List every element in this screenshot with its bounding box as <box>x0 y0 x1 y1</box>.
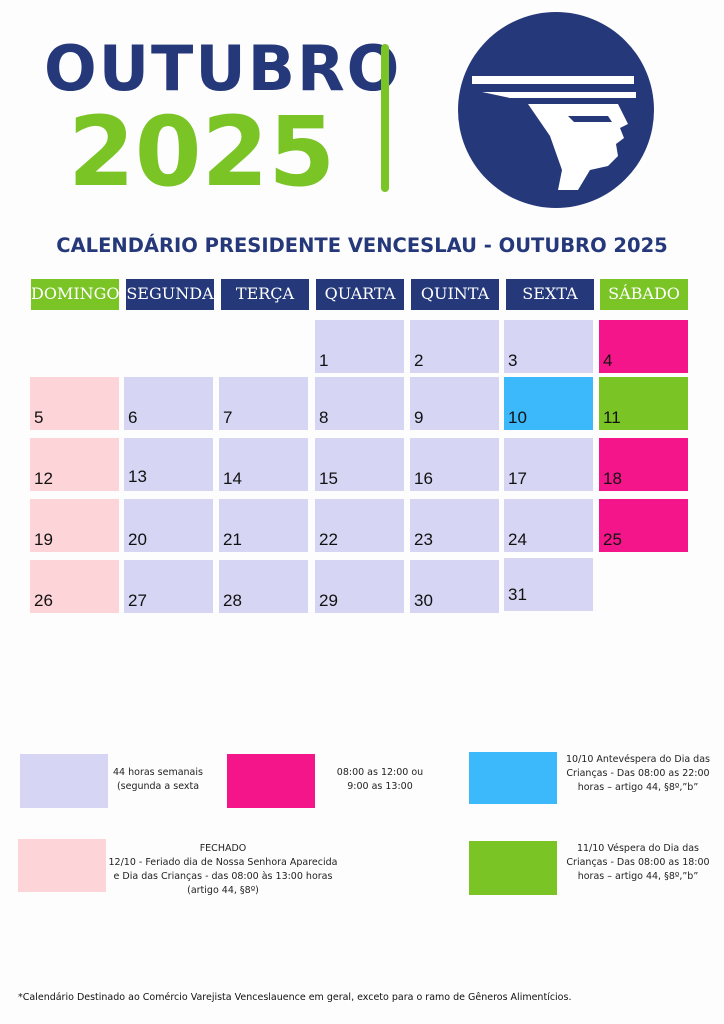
day-cell: 23 <box>410 499 499 552</box>
day-number: 20 <box>128 530 147 549</box>
day-header-terca: TERÇA <box>221 279 309 310</box>
legend-text-horario: 08:00 as 12:00 ou 9:00 as 13:00 <box>336 767 424 792</box>
calendar-subtitle: CALENDÁRIO PRESIDENTE VENCESLAU - OUTUBR… <box>56 234 668 257</box>
day-cell: 7 <box>219 377 308 430</box>
year-title: 2025 <box>68 96 336 208</box>
day-cell: 12 <box>30 438 119 491</box>
day-cell: 1 <box>315 320 404 373</box>
day-number: 17 <box>508 469 527 488</box>
day-cell: 24 <box>504 499 593 552</box>
day-cell: 16 <box>410 438 499 491</box>
day-number: 24 <box>508 530 527 549</box>
day-number: 4 <box>603 351 613 370</box>
day-cell: 18 <box>599 438 688 491</box>
day-number: 11 <box>603 408 621 427</box>
day-cell: 22 <box>315 499 404 552</box>
day-number: 23 <box>414 530 433 549</box>
day-cell: 31 <box>504 558 593 611</box>
day-number: 26 <box>34 591 53 610</box>
day-number: 30 <box>414 591 433 610</box>
day-number: 25 <box>603 530 622 549</box>
day-cell: 13 <box>124 438 213 491</box>
day-cell: 4 <box>599 320 688 373</box>
legend-swatch-green <box>469 841 557 895</box>
day-number: 6 <box>128 408 138 427</box>
day-cell: 2 <box>410 320 499 373</box>
footer-note: *Calendário Destinado ao Comércio Vareji… <box>18 992 572 1003</box>
day-number: 12 <box>34 469 53 488</box>
day-number: 19 <box>34 530 53 549</box>
day-header-domingo: DOMINGO <box>31 279 120 310</box>
day-number: 2 <box>414 351 424 370</box>
day-number: 15 <box>319 469 338 488</box>
legend-text-antevespera: 10/10 Antevéspera do Dia das Crianças - … <box>566 754 710 793</box>
day-cell: 29 <box>315 560 404 613</box>
day-cell: 10 <box>504 377 593 430</box>
day-number: 8 <box>319 408 329 427</box>
day-number: 1 <box>319 351 329 370</box>
day-cell: 28 <box>219 560 308 613</box>
divider <box>381 44 389 192</box>
day-number: 14 <box>223 469 242 488</box>
legend-swatch-lavender <box>20 754 108 808</box>
day-number: 7 <box>223 408 233 427</box>
day-number: 3 <box>508 351 518 370</box>
legend-swatch-blue <box>469 752 557 804</box>
day-number: 5 <box>34 408 44 427</box>
day-cell: 19 <box>30 499 119 552</box>
legend-text-vespera: 11/10 Véspera do Dia das Crianças - Das … <box>566 843 710 882</box>
day-header-quinta: QUINTA <box>411 279 499 310</box>
head-profile-logo-icon <box>458 12 654 208</box>
day-cell: 25 <box>599 499 688 552</box>
day-cell: 9 <box>410 377 499 430</box>
day-number: 27 <box>128 591 147 610</box>
day-cell: 6 <box>124 377 213 430</box>
day-cell: 11 <box>599 377 688 430</box>
day-cell: 27 <box>124 560 213 613</box>
legend-text-44-horas: 44 horas semanais (segunda a sexta <box>113 767 203 792</box>
day-cell: 21 <box>219 499 308 552</box>
day-number: 29 <box>319 591 338 610</box>
day-number: 18 <box>603 469 622 488</box>
day-header-quarta: QUARTA <box>316 279 404 310</box>
day-cell: 3 <box>504 320 593 373</box>
day-cell: 15 <box>315 438 404 491</box>
day-cell: 26 <box>30 560 119 613</box>
day-cell: 17 <box>504 438 593 491</box>
day-cell: 30 <box>410 560 499 613</box>
day-header-sexta: SEXTA <box>506 279 594 310</box>
day-number: 13 <box>128 467 147 486</box>
month-title: OUTUBRO <box>44 32 402 105</box>
day-number: 16 <box>414 469 433 488</box>
day-cell: 20 <box>124 499 213 552</box>
day-cell: 5 <box>30 377 119 430</box>
day-number: 9 <box>414 408 424 427</box>
day-number: 28 <box>223 591 242 610</box>
legend-swatch-lightpink <box>18 839 106 892</box>
day-number: 31 <box>508 585 527 604</box>
day-cell: 14 <box>219 438 308 491</box>
legend-text-fechado: FECHADO 12/10 - Feriado dia de Nossa Sen… <box>108 843 338 896</box>
day-cell: 8 <box>315 377 404 430</box>
day-number: 10 <box>508 408 527 427</box>
day-number: 22 <box>319 530 338 549</box>
day-header-segunda: SEGUNDA <box>126 279 214 310</box>
day-header-sabado: SÁBADO <box>600 279 688 310</box>
legend-swatch-pink <box>227 754 315 808</box>
day-number: 21 <box>223 530 242 549</box>
